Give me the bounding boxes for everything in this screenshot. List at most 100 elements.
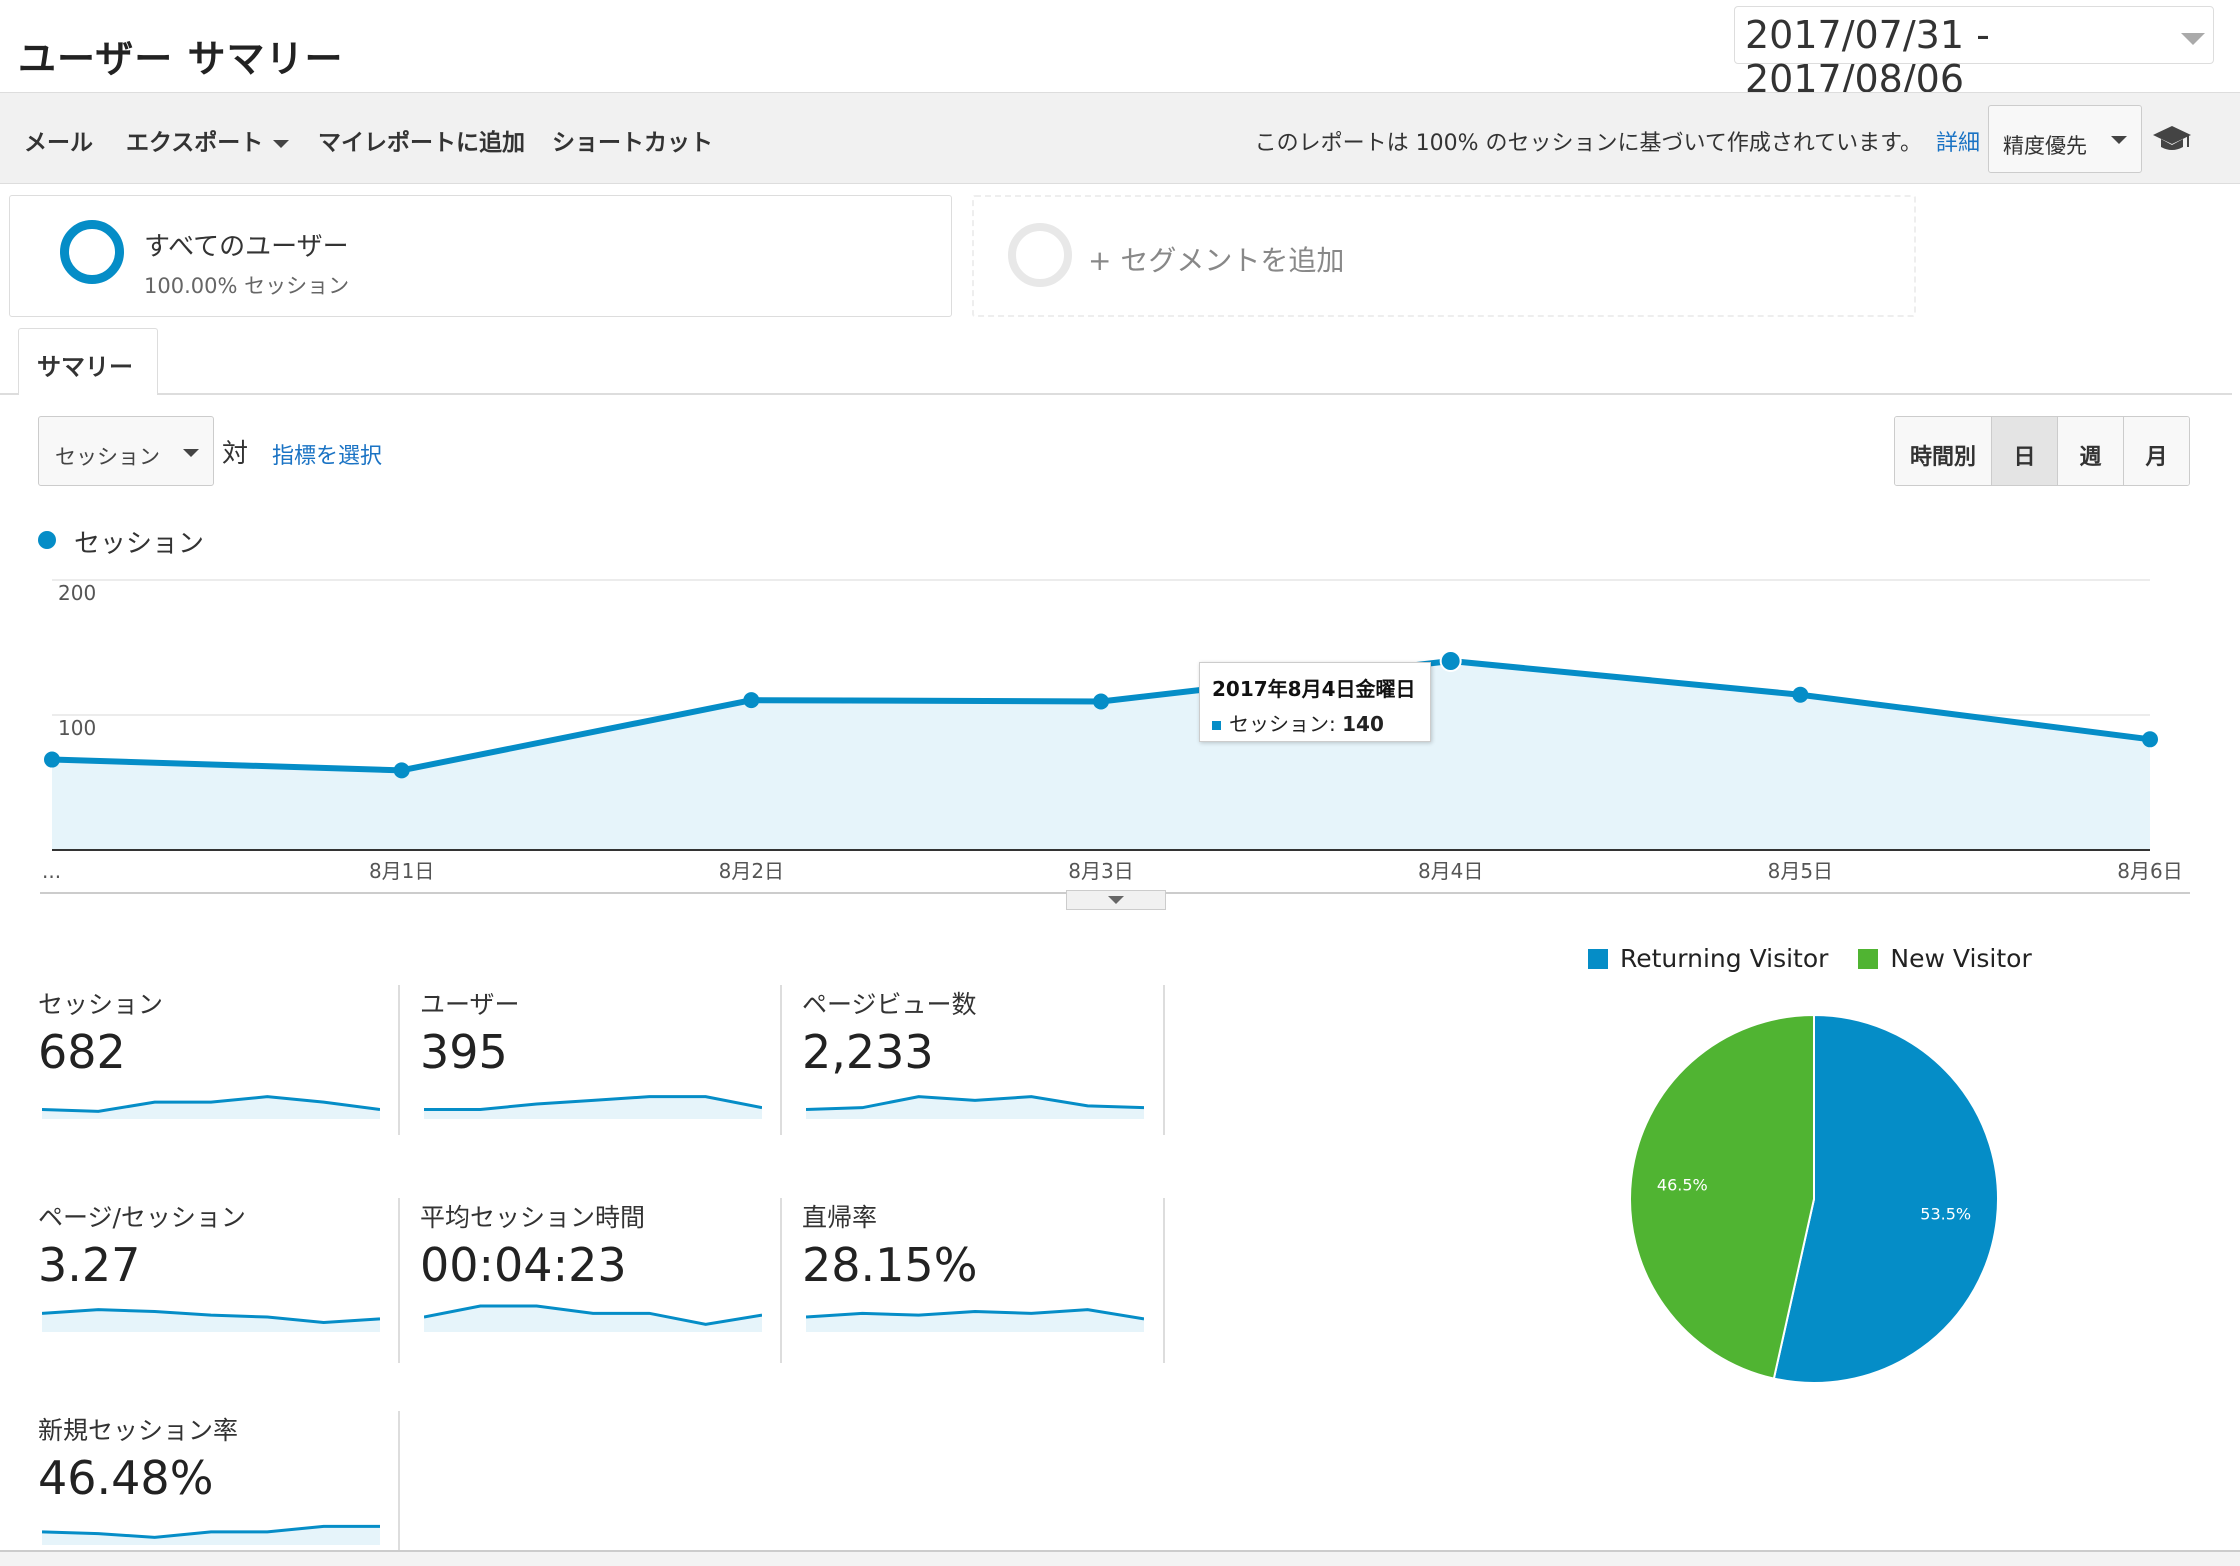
sparkline [806, 1095, 1144, 1119]
segment-percentage: 100.00% セッション [144, 274, 350, 298]
x-tick-label: 8月6日 [2117, 859, 2182, 883]
metric-card[interactable]: 平均セッション時間 00:04:23 [420, 1198, 800, 1360]
caret-down-icon [273, 139, 290, 148]
sampling-note: このレポートは 100% のセッションに基づいて作成されています。 詳細 [1255, 125, 1980, 157]
metric-value: 00:04:23 [420, 1238, 627, 1292]
data-point[interactable] [1792, 686, 1809, 703]
data-point[interactable] [1093, 693, 1109, 710]
pie-slice[interactable] [1772, 1013, 1999, 1384]
data-point[interactable] [743, 692, 760, 709]
pie-legend: Returning Visitor New Visitor [1588, 944, 2032, 973]
data-point[interactable] [44, 751, 60, 768]
sparkline-area [42, 1526, 380, 1545]
legend-label-returning: Returning Visitor [1620, 944, 1829, 973]
data-point[interactable] [1439, 650, 1462, 672]
sparkline-area [424, 1096, 762, 1119]
legend-dot [38, 531, 56, 549]
period-month-button[interactable]: 月 [2123, 417, 2189, 485]
tab-summary[interactable]: サマリー [18, 328, 158, 395]
metric-value: 28.15% [802, 1238, 978, 1292]
sparkline-area [424, 1306, 762, 1332]
metric-select[interactable]: セッション [38, 416, 214, 486]
metric-label: ページ/セッション [38, 1203, 246, 1232]
sparkline-line [42, 1524, 380, 1539]
shortcut-button[interactable]: ショートカット [552, 130, 713, 156]
period-week-button[interactable]: 週 [2057, 417, 2123, 485]
sparkline-line [806, 1095, 1144, 1111]
toolbar: メール エクスポート マイレポートに追加 ショートカット このレポートは 100… [0, 92, 2240, 184]
sampling-note-text: このレポートは 100% のセッションに基づいて作成されています。 [1254, 131, 1922, 156]
sessions-line-chart: 100 200... 8月1日 8月2日 8月3日 8月4日 8月5日 8月6日 [40, 579, 2190, 894]
metric-card[interactable]: ページビュー数 2,233 [802, 985, 1182, 1147]
sparkline [806, 1308, 1144, 1332]
chart-tooltip: 2017年8月4日金曜日 セッション: 140 [1199, 662, 1431, 742]
bottom-scrollbar[interactable] [0, 1550, 2240, 1566]
x-tick-label: 8月5日 [1768, 859, 1833, 883]
metric-select-label: セッション [55, 445, 160, 469]
add-segment-button[interactable]: + セグメントを追加 [972, 195, 1916, 317]
sparkline-line [424, 1095, 762, 1111]
legend-swatch-new [1858, 948, 1879, 969]
page-title: ユーザー サマリー [18, 37, 344, 81]
add-to-report-button[interactable]: マイレポートに追加 [318, 130, 525, 156]
tooltip-series-swatch [1212, 721, 1221, 730]
sparkline-line [42, 1308, 380, 1325]
chart-expand-handle[interactable] [1066, 890, 1166, 910]
mail-button[interactable]: メール [24, 130, 93, 156]
metric-label: 平均セッション時間 [420, 1203, 646, 1232]
metric-value: 682 [38, 1025, 126, 1079]
tooltip-date: 2017年8月4日金曜日 [1212, 677, 1416, 701]
metric-value: 46.48% [38, 1451, 214, 1505]
metric-divider [1163, 985, 1165, 1135]
data-point[interactable] [393, 762, 410, 779]
period-day-button[interactable]: 日 [1991, 417, 2057, 485]
caret-down-icon [1108, 896, 1124, 904]
period-hourly-button[interactable]: 時間別 [1895, 417, 1991, 485]
metric-label: セッション [38, 990, 164, 1019]
metric-card[interactable]: ページ/セッション 3.27 [38, 1198, 418, 1360]
period-toggle: 時間別 日 週 月 [1894, 416, 2190, 486]
precision-select[interactable]: 精度優先 [1988, 105, 2142, 173]
sparkline [424, 1095, 762, 1119]
legend-label-new: New Visitor [1890, 944, 2032, 973]
chevron-down-icon [2181, 33, 2205, 45]
legend-swatch-returning [1588, 948, 1608, 969]
export-button[interactable]: エクスポート [126, 123, 290, 157]
caret-down-icon [183, 449, 199, 457]
metric-card[interactable]: ユーザー 395 [420, 985, 800, 1147]
pie-legend-new[interactable]: New Visitor [1858, 944, 2032, 973]
metric-value: 395 [420, 1025, 508, 1079]
x-tick-label: 8月1日 [369, 859, 434, 883]
metric-value: 2,233 [802, 1025, 934, 1079]
visitor-pie-chart: 53.5% 46.5% [1629, 1013, 1999, 1384]
y-tick-label: 100 [58, 716, 96, 740]
segment-all-users[interactable]: すべてのユーザー 100.00% セッション [9, 195, 952, 317]
add-segment-label: + セグメントを追加 [1088, 244, 1345, 277]
tooltip-value: 140 [1342, 712, 1384, 736]
graduation-cap-icon[interactable] [2152, 123, 2192, 155]
pie-slice[interactable] [1629, 1013, 1815, 1380]
x-tick-label: ... [42, 859, 61, 883]
sparkline-line [42, 1095, 380, 1113]
metric-card[interactable]: 直帰率 28.15% [802, 1198, 1182, 1360]
metric-divider [780, 1198, 782, 1363]
sparkline-line [424, 1304, 762, 1326]
sparkline-area [42, 1309, 380, 1332]
metric-divider [1163, 1198, 1165, 1363]
metric-card[interactable]: 新規セッション率 46.48% [38, 1411, 418, 1566]
tab-bar-divider [0, 393, 2232, 395]
metric-label: ユーザー [420, 990, 520, 1019]
segment-name: すべてのユーザー [144, 232, 349, 262]
precision-label: 精度優先 [2003, 134, 2087, 158]
metric-divider [398, 985, 400, 1135]
details-link[interactable]: 詳細 [1935, 131, 1980, 156]
sparkline [42, 1308, 380, 1332]
metric-card[interactable]: セッション 682 [38, 985, 418, 1147]
pie-slice-label: 53.5% [1920, 1205, 1971, 1224]
data-point[interactable] [2142, 731, 2158, 748]
date-range-picker[interactable]: 2017/07/31 - 2017/08/06 [1734, 6, 2214, 101]
tooltip-series-label: セッション [1229, 712, 1329, 736]
pie-slice-label: 46.5% [1657, 1175, 1708, 1194]
pie-legend-returning[interactable]: Returning Visitor [1588, 944, 1828, 973]
pick-metric-link[interactable]: 指標を選択 [272, 444, 383, 469]
